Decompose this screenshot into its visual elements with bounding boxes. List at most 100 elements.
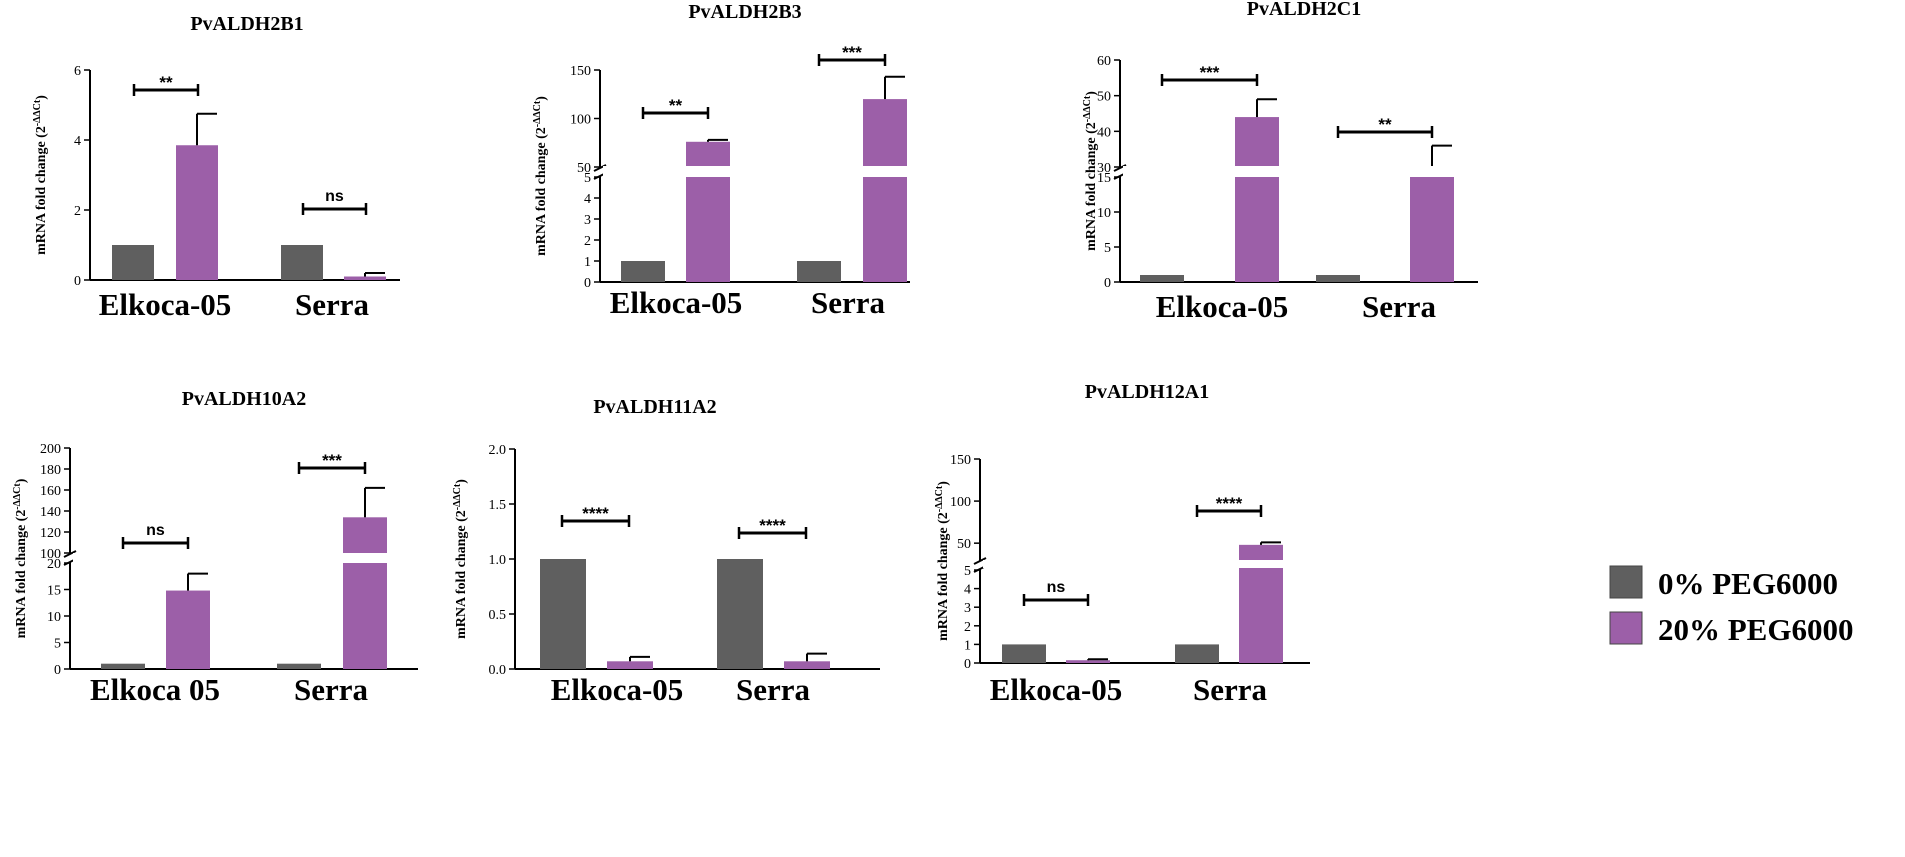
chart4-break-gap [73, 553, 418, 563]
chart2-bar-control-2 [797, 261, 841, 282]
chart4-tick-label: 140 [40, 505, 61, 520]
chart2-tick-label: 100 [570, 113, 591, 128]
chart3-bar-control-2 [1316, 275, 1360, 282]
chart3-sig-label: *** [1200, 63, 1220, 82]
chart4-sig-label: *** [322, 451, 342, 470]
chart4-bar-treated-2 [343, 517, 387, 669]
chart5-bar-treated-2 [784, 661, 830, 669]
chart1-bar-control-1 [112, 245, 154, 280]
chart2-tick-label: 50 [577, 161, 591, 176]
chart1-tick-label: 6 [74, 64, 81, 79]
chart4-tick-label: 200 [40, 442, 61, 457]
chart5-title: PvALDH11A2 [593, 396, 716, 418]
legend-label-treated: 20% PEG6000 [1658, 612, 1853, 647]
chart3-title: PvALDH2C1 [1247, 0, 1361, 20]
legend-label-control: 0% PEG6000 [1658, 566, 1838, 601]
chart4-title: PvALDH10A2 [182, 388, 306, 410]
chart4-bar-control-2 [277, 663, 321, 669]
chart1-bar-treated-2 [344, 276, 386, 280]
chart5-bar-control-2 [717, 559, 763, 669]
chart6-tick-label: 5 [964, 564, 971, 579]
chart5-tick-label: 2.0 [489, 443, 507, 458]
chart6-bar-treated-1 [1066, 660, 1110, 663]
chart3-tick-label: 60 [1097, 54, 1111, 69]
chart3-category-label: Serra [1362, 289, 1437, 324]
chart5-category-label: Elkoca-05 [551, 672, 684, 707]
chart6-tick-label: 100 [950, 495, 971, 510]
chart6-tick-label: 1 [964, 638, 971, 653]
chart1-bar-treated-1 [176, 145, 218, 280]
chart4-category-label: Serra [294, 672, 369, 707]
chart2-tick-label: 1 [584, 255, 591, 270]
chart2-tick-label: 2 [584, 234, 591, 249]
chart5-category-label: Serra [736, 672, 811, 707]
chart5-tick-label: 1.0 [489, 553, 507, 568]
chart3-tick-label: 40 [1097, 125, 1111, 140]
legend-swatch-treated [1609, 611, 1643, 645]
chart1-sig-label: ** [159, 73, 173, 92]
chart5-tick-label: 1.5 [489, 498, 507, 513]
chart4-tick-label: 10 [47, 610, 61, 625]
chart6-category-label: Serra [1193, 672, 1268, 707]
chart5-tick-label: 0.0 [489, 663, 507, 678]
chart2-category-label: Serra [811, 285, 886, 320]
chart1-category-label: Serra [295, 287, 370, 322]
chart6-ylabel: mRNA fold change (2-ΔΔCt) [934, 481, 952, 641]
chart4-bar-treated-1 [166, 590, 210, 669]
chart5-tick-label: 0.5 [489, 608, 507, 623]
chart2-bar-treated-1 [686, 141, 730, 282]
chart6-title: PvALDH12A1 [1085, 381, 1209, 403]
chart5-bar-control-1 [540, 559, 586, 669]
chart6-bar-control-2 [1175, 644, 1219, 663]
chart2-tick-label: 0 [584, 276, 591, 291]
chart2-bar-control-1 [621, 261, 665, 282]
chart4-category-label: Elkoca 05 [90, 672, 220, 707]
chart3-tick-label: 5 [1104, 241, 1111, 256]
chart5-bar-treated-1 [607, 661, 653, 669]
chart4-tick-label: 160 [40, 484, 61, 499]
chart3-tick-label: 15 [1097, 171, 1111, 186]
chart1-category-label: Elkoca-05 [99, 287, 232, 322]
chart3-category-label: Elkoca-05 [1156, 289, 1289, 324]
chart1-title: PvALDH2B1 [190, 13, 303, 35]
chart3-tick-label: 30 [1097, 161, 1111, 176]
chart2-category-label: Elkoca-05 [610, 285, 743, 320]
chart1-tick-label: 0 [74, 274, 81, 289]
chart4-tick-label: 5 [54, 637, 61, 652]
charts-layer: PvALDH2B1 mRNA fold change (2-ΔΔCt) 0 2 4 6 **… [12, 0, 1478, 707]
chart4-axis-break-mark [63, 550, 77, 558]
chart2-tick-label: 3 [584, 213, 591, 228]
chart6-tick-label: 3 [964, 601, 971, 616]
chart6-tick-label: 0 [964, 657, 971, 672]
chart2-sig-label: ** [669, 96, 683, 115]
chart3-bar-control-1 [1140, 275, 1184, 282]
chart3-bar-treated-1 [1235, 117, 1279, 282]
chart3-ylabel: mRNA fold change (2-ΔΔCt) [1082, 91, 1100, 251]
chart4-tick-label: 0 [54, 663, 61, 678]
chart1-sig-label: ns [325, 188, 344, 205]
chart4-tick-label: 120 [40, 526, 61, 541]
chart6-bar-control-1 [1002, 644, 1046, 663]
chart6-sig-label: **** [1216, 494, 1243, 513]
legend-swatch-control [1609, 565, 1643, 599]
chart5-ylabel: mRNA fold change (2-ΔΔCt) [452, 479, 470, 639]
chart4-tick-label: 100 [40, 547, 61, 562]
chart4-ylabel: mRNA fold change (2-ΔΔCt) [12, 478, 30, 638]
chart1-tick-label: 2 [74, 204, 81, 219]
chart6-tick-label: 50 [957, 537, 971, 552]
chart3-sig-label: ** [1378, 115, 1392, 134]
chart1-bar-control-2 [281, 245, 323, 280]
chart4-tick-label: 20 [47, 557, 61, 572]
chart6-tick-label: 150 [950, 453, 971, 468]
chart5-sig-label: **** [759, 516, 786, 535]
chart3-tick-label: 50 [1097, 90, 1111, 105]
chart3-tick-label: 10 [1097, 206, 1111, 221]
chart2-bar-treated-2 [863, 99, 907, 282]
chart3-tick-label: 0 [1104, 276, 1111, 291]
chart5-sig-label: **** [582, 504, 609, 523]
chart2-tick-label: 150 [570, 64, 591, 79]
chart3-bar-treated-2 [1410, 177, 1454, 282]
chart2-tick-label: 4 [584, 192, 591, 207]
chart6-axis-break-mark [973, 557, 987, 565]
